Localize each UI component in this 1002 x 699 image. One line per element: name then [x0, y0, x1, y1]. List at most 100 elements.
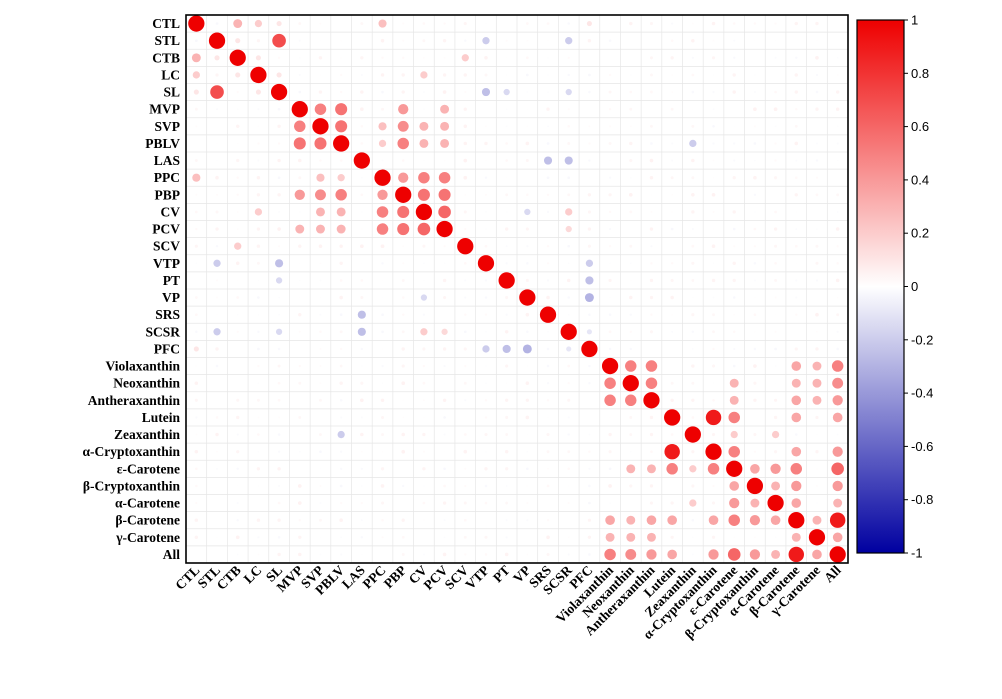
corr-dot-scsr-violaxanthin	[608, 330, 612, 334]
corr-dot-zeaxanthin-alpha-carotene	[771, 430, 780, 439]
corr-dot-lc-vp	[526, 73, 529, 77]
corr-dot-las-epsilon-carotene	[733, 159, 736, 162]
corr-dot-mvp-zeaxanthin	[692, 108, 694, 110]
colorbar-tick-label: -0.6	[911, 439, 933, 454]
corr-dot-pblv-sl	[277, 142, 281, 145]
row-label-alpha-carotene: α-Carotene	[115, 496, 180, 511]
corr-dot-vp-violaxanthin	[609, 296, 611, 299]
corr-dot-ppc-pfc	[588, 177, 590, 179]
corr-dot-beta-carotene-pcv	[443, 519, 446, 522]
corr-dot-ctb-ctl	[191, 53, 201, 63]
corr-dot-cv-vtp	[485, 211, 487, 213]
corr-dot-stl-cv	[422, 39, 426, 43]
corr-dot-mvp-violaxanthin	[608, 107, 612, 111]
corr-dot-pt-lc	[257, 279, 260, 282]
corr-dot-neoxanthin-beta-carotene	[791, 378, 801, 388]
corr-dot-lc-antheraxanthin	[650, 73, 653, 77]
corr-dot-pblv-vtp	[484, 141, 488, 146]
corr-dot-scv-alpha-carotene	[774, 244, 778, 248]
colorbar-tick-label: 1	[911, 13, 918, 28]
corr-dot-ctl-zeaxanthin	[691, 22, 694, 25]
corr-dot-beta-cryptoxanthin-mvp	[297, 484, 302, 488]
corr-dot-ctl-pfc	[586, 20, 592, 27]
corr-dot-vp-lutein	[670, 295, 674, 300]
corr-dot-ctl-antheraxanthin	[649, 22, 654, 26]
corr-dot-beta-cryptoxanthin-pcv	[443, 484, 446, 488]
corr-dot-pcv-pcv	[436, 220, 453, 238]
corr-dot-ppc-neoxanthin	[630, 176, 632, 179]
corr-dot-gamma-carotene-violaxanthin	[605, 532, 615, 542]
corr-dot-gamma-carotene-pbp	[401, 535, 405, 539]
corr-dot-pbp-svp	[315, 189, 326, 201]
corr-dot-lutein-las	[360, 416, 363, 419]
corr-dot-pfc-las	[360, 347, 364, 351]
corr-dot-vtp-srs	[546, 262, 550, 265]
corr-dot-alpha-carotene-beta-cryptoxanthin	[750, 498, 760, 508]
corr-dot-pbp-gamma-carotene	[815, 193, 819, 197]
corr-dot-antheraxanthin-zeaxanthin	[691, 398, 695, 402]
corr-dot-vp-pt	[505, 296, 509, 300]
corr-dot-violaxanthin-neoxanthin	[625, 360, 637, 372]
corr-dot-lutein-srs	[547, 416, 549, 419]
corr-dot-pblv-pt	[505, 142, 508, 145]
corr-dot-scsr-srs	[547, 331, 549, 333]
corr-dot-beta-carotene-scv	[463, 518, 467, 522]
corr-dot-pfc-alpha-cryptoxanthin	[712, 347, 715, 351]
corr-dot-pt-lutein	[670, 278, 674, 282]
corr-dot-vp-svp	[319, 296, 322, 299]
corr-dot-scv-alpha-cryptoxanthin	[711, 244, 716, 248]
corr-dot-neoxanthin-epsilon-carotene	[729, 378, 739, 388]
corr-dot-svp-alpha-cryptoxanthin	[712, 125, 715, 128]
corr-dot-sl-srs	[547, 91, 549, 93]
corr-dot-gamma-carotene-pfc	[587, 535, 592, 539]
corr-dot-pfc-beta-carotene	[794, 347, 798, 351]
corr-dot-all-las	[361, 553, 363, 556]
corr-dot-all-epsilon-carotene	[727, 548, 741, 561]
corr-dot-ctl-vp	[525, 22, 529, 25]
colorbar-tick-label: 0.2	[911, 226, 929, 241]
corr-dot-stl-ctl	[194, 39, 198, 43]
corr-dot-pbp-lutein	[671, 193, 674, 196]
corr-dot-pt-antheraxanthin	[649, 278, 654, 283]
corr-dot-srs-all	[836, 313, 840, 317]
grid-lines	[185, 14, 849, 564]
corr-dot-mvp-beta-carotene	[795, 107, 798, 111]
corr-dot-neoxanthin-lutein	[670, 381, 674, 385]
corr-dot-vtp-lutein	[670, 262, 674, 265]
colorbar-tick-label: -0.2	[911, 332, 933, 347]
corr-dot-ppc-pbp	[398, 172, 409, 183]
corr-dot-ctl-beta-carotene	[794, 21, 799, 26]
corr-dot-svp-ppc	[378, 122, 387, 131]
corr-dot-pcv-cv	[417, 222, 431, 236]
corr-dot-violaxanthin-cv	[422, 364, 426, 368]
corr-dot-scsr-pcv	[441, 328, 448, 335]
corr-dot-sl-violaxanthin	[608, 90, 612, 94]
corr-dot-vtp-antheraxanthin	[650, 262, 653, 265]
row-label-antheraxanthin: Antheraxanthin	[88, 393, 181, 408]
corr-dot-lc-svp	[319, 74, 322, 76]
corr-dot-srs-gamma-carotene	[815, 312, 819, 317]
corr-dot-alpha-cryptoxanthin-sl	[277, 450, 281, 453]
corr-dot-zeaxanthin-beta-cryptoxanthin	[753, 433, 757, 437]
corr-dot-beta-carotene-zeaxanthin	[691, 518, 695, 522]
corr-dot-vtp-pcv	[443, 262, 446, 265]
corr-dot-pfc-scv	[463, 347, 467, 351]
corr-dot-beta-carotene-cv	[423, 519, 425, 521]
corr-dot-sl-ctl	[193, 89, 199, 95]
row-label-scv: SCV	[153, 239, 180, 254]
corr-dot-mvp-epsilon-carotene	[733, 108, 735, 110]
corr-dot-antheraxanthin-scsr	[567, 398, 571, 402]
corr-dot-pblv-mvp	[293, 137, 306, 150]
corr-dot-all-violaxanthin	[604, 548, 616, 561]
corr-dot-alpha-cryptoxanthin-pblv	[340, 450, 343, 453]
corr-dot-zeaxanthin-epsilon-carotene	[730, 430, 738, 439]
corr-dot-zeaxanthin-lc	[257, 433, 260, 436]
corr-dot-srs-beta-carotene	[795, 313, 798, 316]
corr-dot-violaxanthin-gamma-carotene	[812, 361, 822, 371]
colorbar-tick-label: 0.8	[911, 66, 929, 81]
corr-dot-ctb-sl	[277, 56, 281, 59]
corr-dot-zeaxanthin-gamma-carotene	[816, 433, 818, 436]
corr-dot-beta-cryptoxanthin-alpha-cryptoxanthin	[712, 484, 715, 488]
corr-dot-gamma-carotene-pt	[505, 536, 508, 539]
corr-dot-stl-svp	[319, 40, 321, 42]
